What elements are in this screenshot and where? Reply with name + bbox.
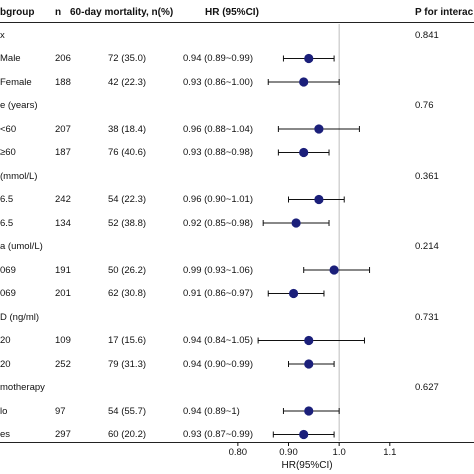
x-tick-label: 1.1 — [383, 447, 397, 458]
subgroup-label: 20 — [0, 335, 11, 346]
mortality-value: 54 (55.7) — [108, 405, 147, 417]
x-tick-label: 0.80 — [228, 447, 248, 458]
hr-text: 0.94 (0.89~1) — [183, 405, 240, 417]
subgroup-label: 6.5 — [0, 194, 14, 205]
group-label: a (umol/L) — [0, 241, 43, 252]
hr-point — [304, 406, 314, 416]
mortality-value: 76 (40.6) — [108, 147, 147, 158]
hr-point — [291, 218, 301, 228]
subgroup-label: <60 — [0, 123, 17, 135]
hr-point — [288, 288, 299, 299]
mortality-value: 38 (18.4) — [108, 123, 147, 135]
n-value: 206 — [55, 53, 71, 64]
hr-point — [299, 147, 309, 158]
mortality-value: 50 (26.2) — [108, 264, 147, 276]
n-value: 252 — [55, 358, 71, 370]
x-axis-label: HR(95%CI) — [281, 460, 333, 471]
n-value: 97 — [55, 405, 66, 417]
hr-point — [314, 194, 324, 205]
p-interaction-value: 0.214 — [415, 241, 439, 252]
hr-point — [304, 53, 314, 64]
header-hr: HR (95%CI) — [205, 7, 259, 18]
subgroup-label: 6.5 — [0, 217, 14, 229]
hr-point — [299, 429, 309, 440]
mortality-value: 54 (22.3) — [108, 194, 147, 205]
n-value: 187 — [55, 147, 71, 158]
p-interaction-value: 0.76 — [415, 100, 434, 111]
mortality-value: 42 (22.3) — [108, 76, 147, 88]
n-value: 109 — [55, 335, 71, 346]
group-label: D (ng/ml) — [0, 311, 40, 323]
hr-text: 0.96 (0.88~1.04) — [183, 123, 253, 135]
x-tick-label: 0.90 — [279, 447, 298, 458]
n-value: 297 — [55, 429, 71, 440]
subgroup-label: 20 — [0, 358, 11, 370]
hr-point — [314, 124, 324, 134]
group-label: e (years) — [0, 100, 38, 111]
hr-text: 0.93 (0.86~1.00) — [183, 76, 253, 88]
hr-point — [304, 359, 314, 369]
header-n: n — [55, 7, 62, 18]
subgroup-label: 069 — [0, 264, 16, 276]
group-label: x — [0, 29, 5, 41]
n-value: 188 — [55, 76, 71, 88]
n-value: 201 — [55, 288, 71, 299]
p-interaction-value: 0.361 — [415, 170, 439, 182]
subgroup-label: lo — [0, 405, 8, 417]
p-interaction-value: 0.731 — [415, 311, 439, 323]
hr-text: 0.91 (0.86~0.97) — [183, 288, 253, 299]
subgroup-label: ≥60 — [0, 147, 16, 158]
n-value: 242 — [55, 194, 71, 205]
mortality-value: 52 (38.8) — [108, 217, 147, 229]
header-mortality: 60-day mortality, n(%) — [70, 7, 174, 18]
axis-separator — [0, 442, 474, 443]
mortality-value: 60 (20.2) — [108, 429, 147, 440]
hr-text: 0.93 (0.87~0.99) — [183, 429, 253, 440]
hr-text: 0.94 (0.89~0.99) — [183, 53, 253, 64]
p-interaction-value: 0.627 — [415, 382, 439, 393]
header-separator — [0, 22, 474, 23]
n-value: 191 — [55, 264, 71, 276]
hr-text: 0.96 (0.90~1.01) — [183, 194, 253, 205]
hr-text: 0.93 (0.88~0.98) — [183, 147, 253, 158]
subgroup-label: Male — [0, 53, 21, 64]
header-subgroup: bgroup — [0, 7, 35, 18]
hr-text: 0.92 (0.85~0.98) — [183, 217, 253, 229]
n-value: 134 — [55, 217, 71, 229]
x-tick-label: 1.0 — [332, 447, 346, 458]
header-p-interaction: P for interac — [415, 7, 474, 18]
group-label: (mmol/L) — [0, 170, 38, 182]
hr-text: 0.94 (0.90~0.99) — [183, 358, 253, 370]
mortality-value: 17 (15.6) — [108, 335, 147, 346]
hr-point — [304, 335, 314, 346]
hr-point — [329, 265, 339, 275]
subgroup-label: 069 — [0, 288, 16, 299]
mortality-value: 79 (31.3) — [108, 358, 147, 370]
hr-point — [299, 77, 309, 87]
group-label: motherapy — [0, 382, 45, 393]
mortality-value: 62 (30.8) — [108, 288, 147, 299]
hr-text: 0.99 (0.93~1.06) — [183, 264, 253, 276]
n-value: 207 — [55, 123, 71, 135]
p-interaction-value: 0.841 — [415, 29, 439, 41]
subgroup-label: Female — [0, 76, 32, 88]
subgroup-label: es — [0, 429, 11, 440]
mortality-value: 72 (35.0) — [108, 53, 147, 64]
hr-text: 0.94 (0.84~1.05) — [183, 335, 253, 346]
